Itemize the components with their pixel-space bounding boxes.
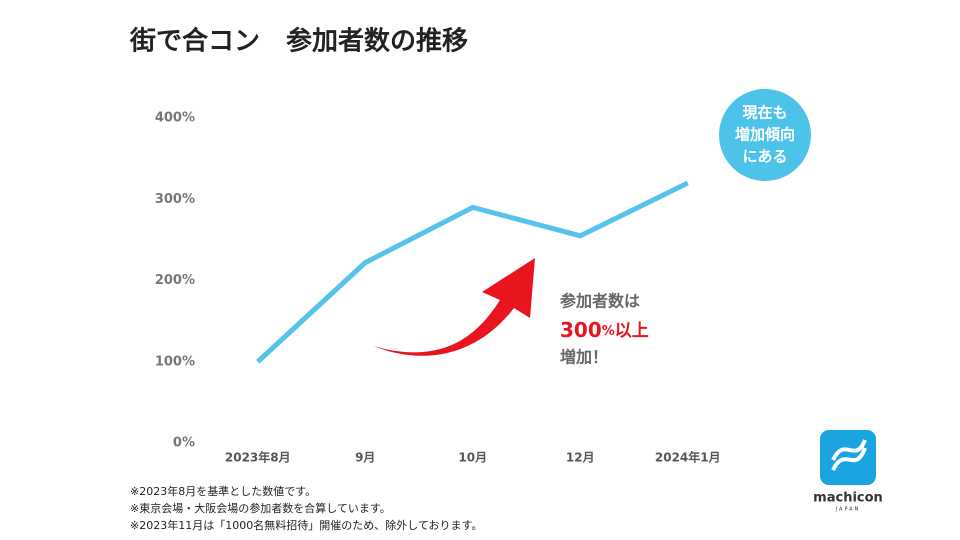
y-tick-label: 200% — [155, 273, 195, 288]
note: ※東京会場・大阪会場の参加者数を合算しています。 — [130, 501, 391, 515]
note: ※2023年11月は「1000名無料招待」開催のため、除外しております。 — [130, 518, 482, 532]
bubble — [719, 89, 811, 181]
line-series — [256, 180, 689, 364]
x-tick-label: 9月 — [355, 451, 375, 465]
y-tick-label: 400% — [155, 111, 195, 126]
chart-title: 街で合コン 参加者数の推移 — [129, 26, 468, 57]
y-tick-label: 100% — [155, 354, 195, 369]
x-tick-label: 12月 — [566, 451, 595, 465]
callout-number: 300 — [560, 318, 602, 342]
bubble-text: にある — [742, 148, 787, 166]
y-tick-label: 0% — [173, 436, 195, 451]
x-tick-label: 2023年8月 — [225, 450, 291, 465]
callout-suffix: 以上 — [615, 321, 649, 341]
logo-name: machicon — [813, 491, 883, 506]
logo-sub: JAPAN — [835, 507, 861, 513]
note: ※2023年8月を基準とした数値です。 — [130, 484, 316, 498]
callout-lead: 参加者数は — [560, 292, 640, 311]
bubble-text: 現在も — [742, 104, 787, 122]
arrow — [373, 258, 535, 356]
x-tick-label: 2024年1月 — [655, 450, 721, 465]
callout: 参加者数は 300%以上 増加！ — [560, 292, 649, 367]
callout-unit: % — [602, 324, 615, 339]
logo: machicon JAPAN — [813, 430, 883, 513]
callout-highlight: 300%以上 — [560, 318, 649, 342]
y-tick-label: 300% — [155, 192, 195, 207]
logo-mark — [831, 439, 867, 471]
bubble-text: 増加傾向 — [735, 126, 795, 144]
x-tick-label: 10月 — [458, 451, 487, 465]
callout-tail: 増加！ — [560, 348, 608, 367]
